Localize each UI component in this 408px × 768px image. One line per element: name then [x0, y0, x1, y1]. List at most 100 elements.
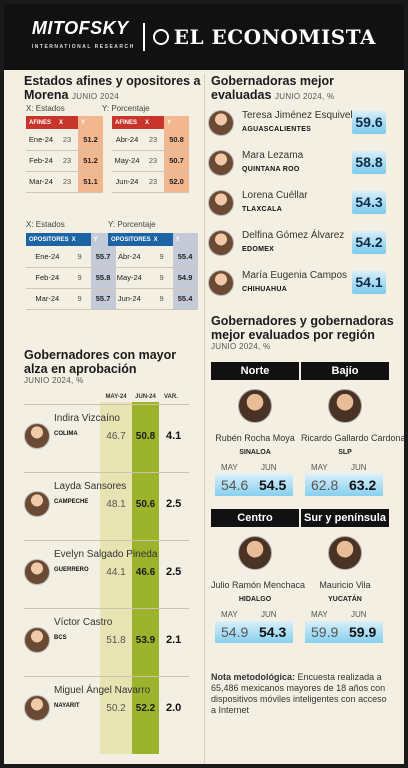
gobernadoras-title: Gobernadoras mejor evaluadas JUNIO 2024,… — [211, 74, 335, 102]
mitofsky-brand: MITOFSKY — [31, 17, 129, 38]
governor-state: HIDALGO — [238, 596, 272, 603]
value-jun: 52.2 — [135, 703, 156, 714]
region-title: Gobernadores y gobernadoras mejor evalua… — [211, 314, 394, 342]
table-row: Abr-24 23 50.8 — [112, 129, 189, 151]
afines-subtitle: JUNIO 2024 — [71, 92, 119, 101]
table-row: Jun-24 9 55.4 — [108, 288, 198, 310]
value-jun: 46.6 — [135, 567, 156, 578]
governor-card: Mara Lezama QUINTANA ROO 58.8 — [208, 146, 396, 184]
gobernadoras-section: Gobernadoras mejor evaluadas JUNIO 2024,… — [211, 74, 397, 104]
opositores-y-label: Y: Porcentaje — [108, 220, 156, 229]
table-row: Mar-24 9 55.7 — [26, 288, 116, 310]
governor-state: COLIMA — [54, 431, 78, 437]
governor-score: 54.1 — [352, 271, 386, 294]
governor-card: Teresa Jiménez Esquivel AGUASCALIENTES 59.… — [208, 106, 396, 144]
value-jun: 53.9 — [135, 635, 156, 646]
region-subtitle: JUNIO 2024, % — [211, 342, 271, 351]
value-jun: 54.3 — [259, 624, 287, 640]
value-may: 51.8 — [106, 635, 126, 646]
governor-name: Rubén Rocha Moya — [215, 433, 295, 443]
governor-state: SLP — [338, 449, 352, 456]
jun-label: JUN — [351, 463, 367, 472]
may-label: MAY — [311, 610, 328, 619]
governor-photo — [238, 389, 272, 423]
governor-card: Delfina Gómez Álvarez EDOMEX 54.2 — [208, 226, 396, 264]
value-may: 54.6 — [221, 477, 249, 493]
governor-avatar — [208, 270, 234, 296]
economista-brand: EL ECONOMISTA — [173, 25, 377, 49]
value-jun: 63.2 — [349, 477, 377, 493]
header-banner: MITOFSKY INTERNATIONAL RESEARCH EL ECONO… — [4, 4, 404, 70]
alza-row: Evelyn Salgado Pineda GUERRERO 44.1 46.6 2.5 — [24, 540, 189, 606]
governor-photo — [238, 536, 272, 570]
alza-row: Indira Vizcaíno COLIMA 46.7 50.8 4.1 — [24, 404, 189, 470]
table-row: Ene-24 9 55.7 — [26, 246, 116, 268]
value-var: 4.1 — [166, 430, 182, 442]
value-may: 48.1 — [106, 499, 126, 510]
governor-state: TLAXCALA — [242, 206, 283, 213]
value-may: 50.2 — [106, 703, 126, 714]
table-row: Abr-24 9 55.4 — [108, 246, 198, 268]
governor-state: SINALOA — [239, 449, 271, 456]
alza-row: Miguel Ángel Navarro NAYARIT 50.2 52.2 2.0 — [24, 676, 189, 742]
governor-card: María Eugenia Campos CHIHUAHUA 54.1 — [208, 266, 396, 304]
region-values: 54.9 54.3 — [215, 621, 293, 643]
may-label: MAY — [221, 463, 238, 472]
table-row: May-24 23 50.7 — [112, 150, 189, 172]
column-divider — [204, 74, 205, 764]
jun-label: JUN — [351, 610, 367, 619]
governor-score: 59.6 — [352, 111, 386, 134]
governor-name: Lorena Cuéllar — [242, 190, 308, 201]
table-row: Feb-24 9 55.8 — [26, 267, 116, 289]
jun-column-bar — [132, 402, 159, 754]
governor-state: QUINTANA ROO — [242, 166, 300, 173]
governor-name: Mara Lezama — [242, 150, 304, 161]
table-row: Jun-24 23 52.0 — [112, 171, 189, 193]
governor-card: Lorena Cuéllar TLAXCALA 54.3 — [208, 186, 396, 224]
region-values: 59.9 59.9 — [305, 621, 383, 643]
opositores-x-label: X: Estados — [26, 220, 65, 229]
region-header: Sur y península — [301, 509, 389, 527]
mitofsky-tagline: INTERNATIONAL RESEARCH — [31, 43, 135, 50]
afines-table-right: AFINES X Y Abr-24 23 50.8 May-24 23 50.7 Jun-2… — [112, 116, 189, 193]
logo-separator — [142, 23, 145, 51]
value-var: 2.1 — [166, 634, 182, 646]
governor-avatar — [24, 423, 50, 449]
governor-score: 58.8 — [352, 151, 386, 174]
region-header: Centro — [211, 509, 299, 527]
governor-name: Víctor Castro BCS — [54, 617, 112, 644]
table-row: May-24 9 54.9 — [108, 267, 198, 289]
governor-avatar — [208, 190, 234, 216]
governor-avatar — [208, 110, 234, 136]
methodology-note: Nota metodológica: Encuesta realizada a … — [211, 672, 391, 716]
alza-section: Gobernadores con mayor alza en aprobació… — [24, 348, 202, 385]
value-may: 54.9 — [221, 624, 249, 640]
jun-label: JUN — [261, 610, 277, 619]
governor-name: Layda Sansores CAMPECHE — [54, 481, 126, 508]
governor-avatar — [24, 627, 50, 653]
governor-state: CHIHUAHUA — [242, 286, 288, 293]
governor-name: Ricardo Gallardo Cardona — [301, 433, 404, 443]
governor-name: Teresa Jiménez Esquivel — [242, 110, 353, 121]
note-text: Encuesta realizada a 65,486 mexicanos ma… — [211, 672, 387, 715]
value-may: 46.7 — [106, 431, 126, 442]
governor-name: Miguel Ángel Navarro NAYARIT — [54, 685, 150, 712]
alza-subtitle: JUNIO 2024, % — [24, 376, 84, 385]
governor-state: YUCATÁN — [328, 596, 362, 603]
governor-state: EDOMEX — [242, 246, 275, 253]
afines-x-label: X: Estados — [26, 104, 65, 113]
governor-state: AGUASCALIENTES — [242, 126, 312, 133]
governor-state: NAYARIT — [54, 703, 80, 709]
value-var: 2.0 — [166, 702, 182, 714]
governor-avatar — [208, 230, 234, 256]
governor-name: Indira Vizcaíno COLIMA — [54, 413, 120, 440]
region-header: Bajío — [301, 362, 389, 380]
value-jun: 59.9 — [349, 624, 377, 640]
governor-avatar — [24, 695, 50, 721]
may-label: MAY — [221, 610, 238, 619]
may-label: MAY — [311, 463, 328, 472]
region-values: 62.8 63.2 — [305, 474, 383, 496]
value-var: 2.5 — [166, 566, 182, 578]
value-var: 2.5 — [166, 498, 182, 510]
infographic: MITOFSKY INTERNATIONAL RESEARCH EL ECONO… — [4, 4, 404, 764]
